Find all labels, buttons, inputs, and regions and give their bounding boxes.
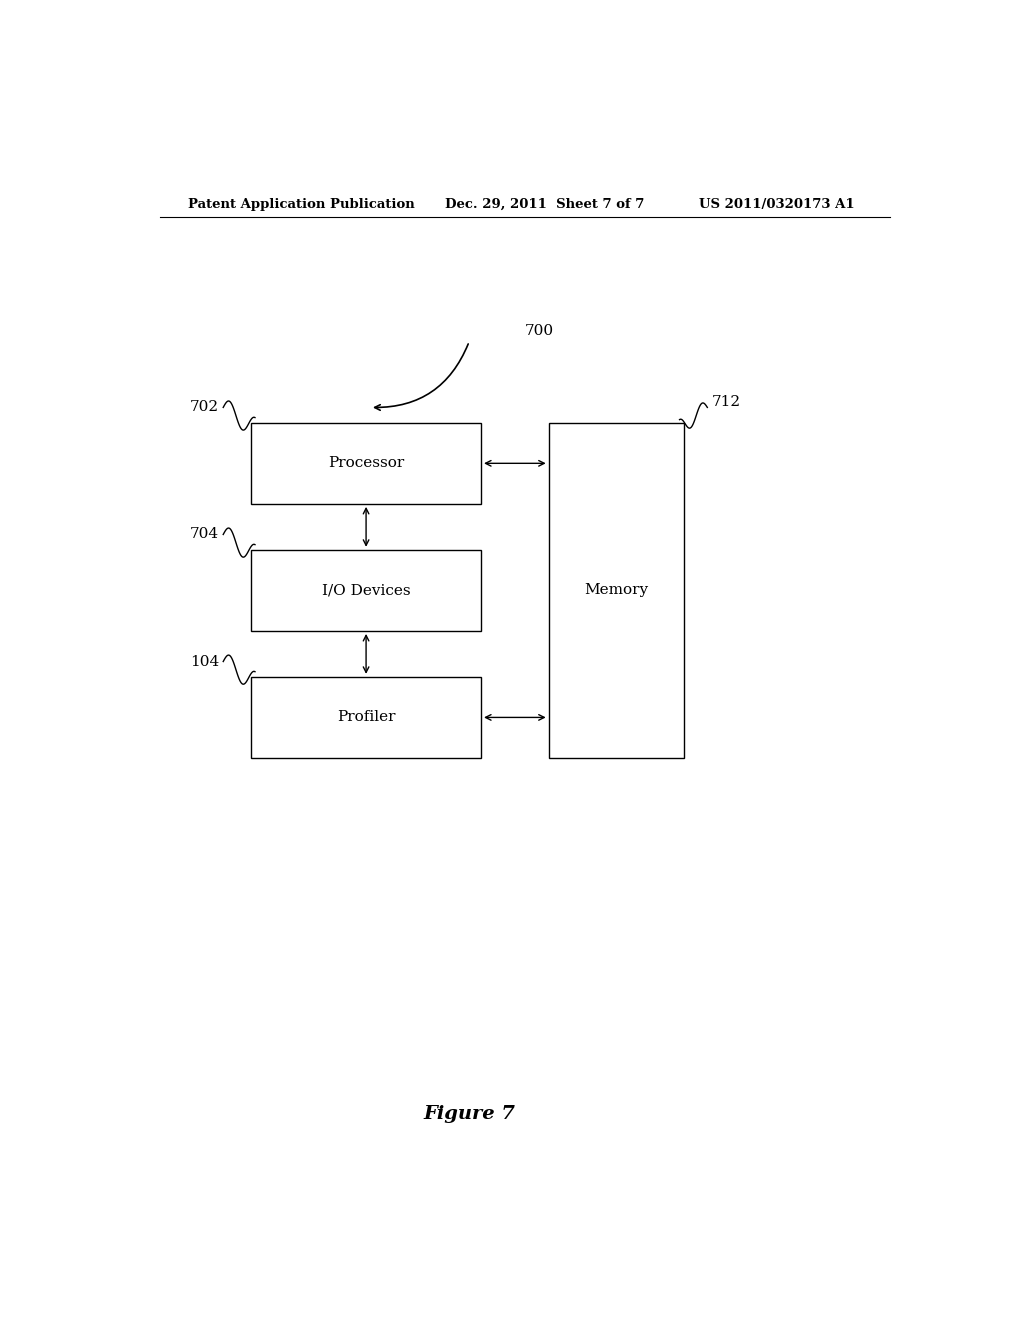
Text: US 2011/0320173 A1: US 2011/0320173 A1 [699,198,855,211]
Text: 104: 104 [190,655,219,668]
Bar [549,422,684,758]
Text: 700: 700 [524,325,554,338]
Text: Profiler: Profiler [337,710,395,725]
Text: Dec. 29, 2011  Sheet 7 of 7: Dec. 29, 2011 Sheet 7 of 7 [445,198,645,211]
Bar [251,677,481,758]
Bar [251,422,481,504]
Text: Figure 7: Figure 7 [423,1105,515,1123]
Text: Patent Application Publication: Patent Application Publication [187,198,415,211]
Text: 702: 702 [190,400,219,414]
Text: Memory: Memory [584,583,648,598]
Bar [251,549,481,631]
Text: I/O Devices: I/O Devices [322,583,411,598]
Text: 712: 712 [712,395,740,409]
Text: Processor: Processor [328,457,404,470]
Text: 704: 704 [190,528,219,541]
